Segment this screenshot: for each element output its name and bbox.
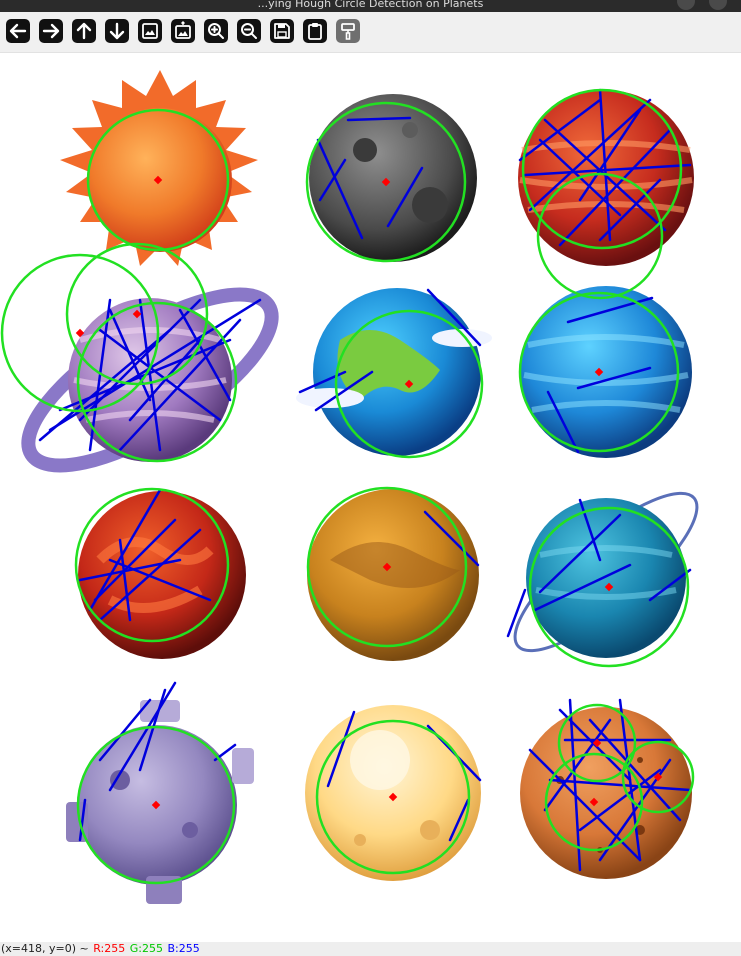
venus-planet-image [307,489,479,661]
arrow-left-icon [9,23,27,39]
zoom-in-button[interactable] [204,19,228,43]
toolbar [0,12,741,53]
arrow-down-icon [109,22,125,40]
copy-clipboard-button[interactable] [303,19,327,43]
pixel-green-value: G:255 [129,942,163,955]
status-bar: (x=418, y=0) ~ R:255 G:255 B:255 [0,942,741,956]
moon-planet-image [66,700,254,904]
arrow-up-icon [76,22,92,40]
window-titlebar: ...ying Hough Circle Detection on Planet… [0,0,741,12]
detected-line-segments [38,88,692,872]
properties-button[interactable] [336,19,360,43]
mercury-planet-image [309,94,477,262]
minimize-button[interactable] [677,0,695,10]
zoom-out-icon [241,23,257,39]
paint-roller-icon [341,23,355,40]
earth-planet-image [296,288,492,456]
window-title: ...ying Hough Circle Detection on Planet… [257,0,484,10]
pixel-blue-value: B:255 [167,942,200,955]
arrow-right-icon [42,23,60,39]
close-button[interactable] [709,0,727,10]
pan-left-button[interactable] [6,19,30,43]
clipboard-icon [308,23,322,40]
zoom-in-icon [208,23,224,39]
image-canvas[interactable] [0,53,741,942]
image-expand-icon [175,21,191,39]
zoom-original-button[interactable] [171,19,195,43]
detected-circles [0,88,695,885]
cursor-coords: (x=418, y=0) ~ [1,942,89,955]
pixel-red-value: R:255 [93,942,126,955]
neptune-planet-image [520,286,692,458]
zoom-out-button[interactable] [237,19,261,43]
pan-right-button[interactable] [39,19,63,43]
save-image-button[interactable] [270,19,294,43]
pan-up-button[interactable] [72,19,96,43]
pan-down-button[interactable] [105,19,129,43]
image-icon [142,23,158,39]
zoom-to-fit-button[interactable] [138,19,162,43]
save-icon [274,23,290,39]
uranus-planet-image [513,491,699,658]
